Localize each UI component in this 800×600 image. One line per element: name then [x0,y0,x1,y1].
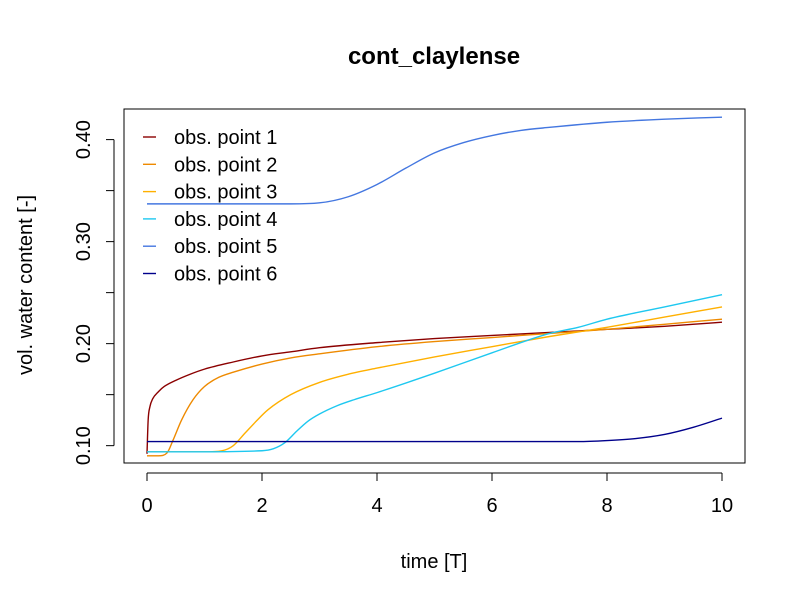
legend-label: obs. point 5 [174,236,277,258]
x-tick-label: 8 [601,495,612,517]
x-tick-label: 4 [371,495,382,517]
y-tick-label: 0.10 [73,426,95,465]
y-tick-label: 0.20 [73,324,95,363]
x-axis: 0 2 4 6 8 10 [141,472,733,517]
legend-label: obs. point 1 [174,127,277,149]
legend-label: obs. point 4 [174,209,277,231]
y-axis-label: vol. water content [-] [15,195,37,375]
plot-frame [123,108,746,464]
series-line-obs-point-3 [147,306,723,453]
x-tick-label: 2 [256,495,267,517]
chart-title: cont_claylense [348,43,520,70]
y-axis: 0.10 0.20 0.30 0.40 [73,120,115,465]
x-tick-label: 10 [711,495,733,517]
x-tick-label: 6 [486,495,497,517]
legend-label: obs. point 2 [174,154,277,176]
series-line-obs-point-1 [146,321,723,454]
series-line-obs-point-6 [147,417,723,443]
series-line-obs-point-4 [147,293,723,453]
series-line-obs-point-5 [147,116,723,205]
legend: obs. point 1 obs. point 2 obs. point 3 obs.… [143,127,277,286]
x-axis-label: time [T] [401,551,468,573]
y-tick-label: 0.30 [73,222,95,261]
series-group [146,116,723,457]
y-tick-label: 0.40 [73,120,95,159]
x-tick-label: 0 [141,495,152,517]
legend-label: obs. point 3 [174,182,277,204]
legend-label: obs. point 6 [174,264,277,286]
